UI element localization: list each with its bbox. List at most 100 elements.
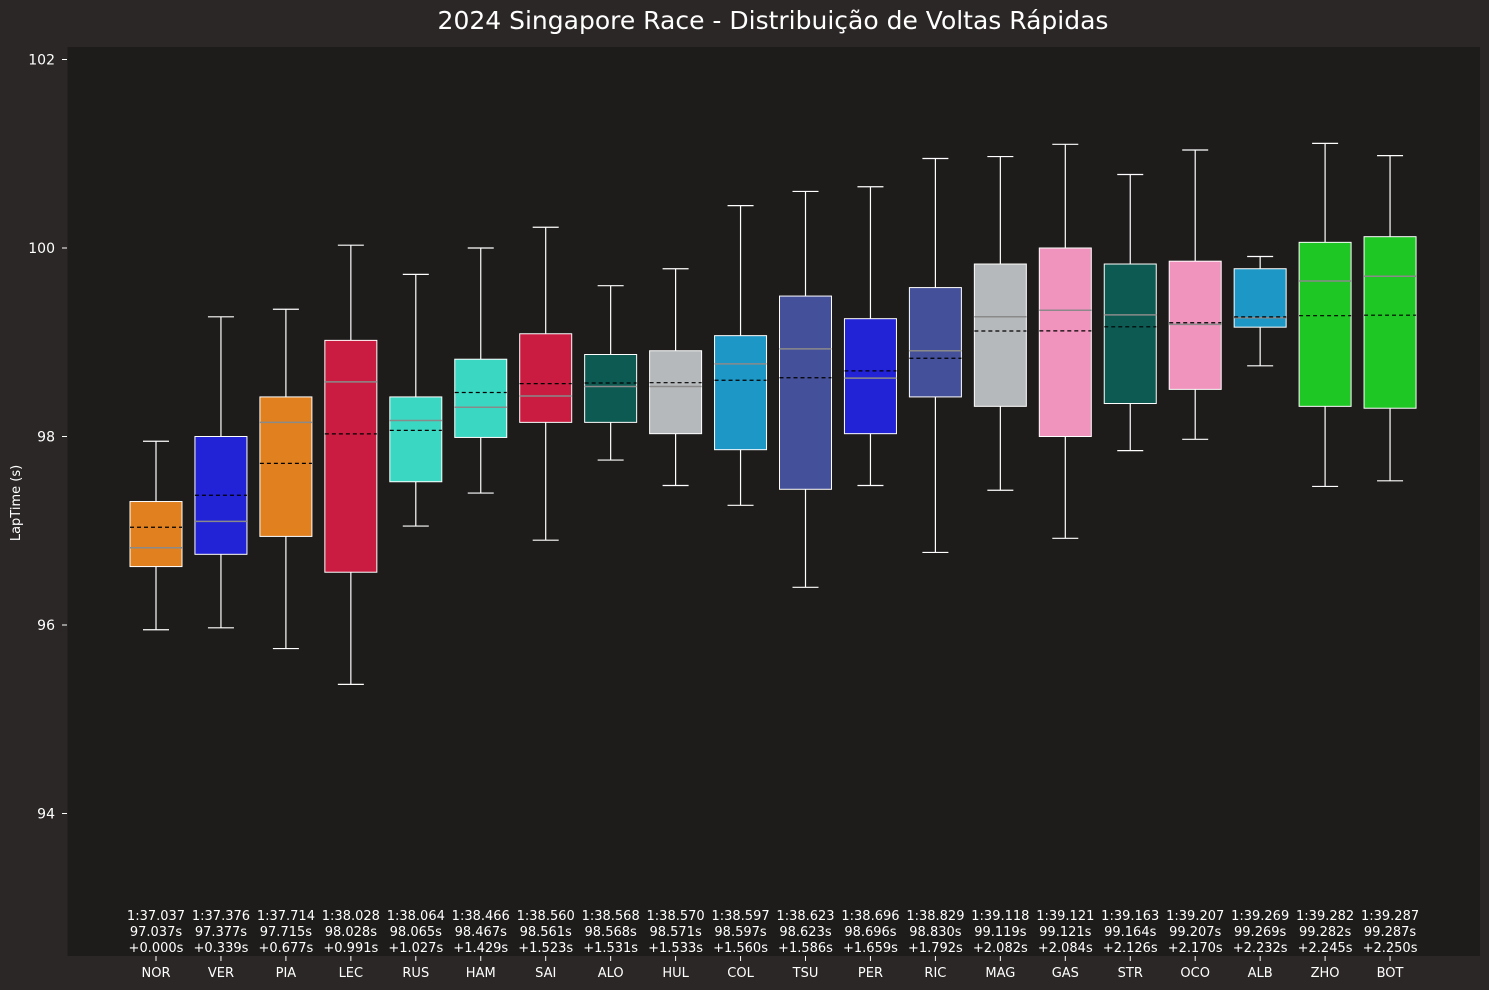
lap-time-label: 1:37.714	[257, 909, 315, 924]
seconds-label: 99.207s	[1169, 925, 1221, 940]
gap-label: +2.232s	[1233, 941, 1288, 956]
x-tick-label: NOR	[142, 966, 171, 981]
gap-label: +0.991s	[323, 941, 378, 956]
gap-label: +1.586s	[778, 941, 833, 956]
seconds-label: 99.269s	[1234, 925, 1286, 940]
gap-label: +2.082s	[973, 941, 1028, 956]
box-oco	[1168, 149, 1222, 440]
x-tick-label: STR	[1118, 966, 1143, 981]
iqr-box	[973, 263, 1027, 407]
box-tsu	[779, 190, 832, 588]
iqr-box	[129, 501, 183, 568]
box-pia	[259, 308, 313, 650]
box-alo	[584, 285, 638, 461]
box-gas	[1038, 143, 1092, 539]
iqr-box	[1103, 263, 1157, 405]
y-axis: 94 96 98 100 102	[28, 47, 68, 956]
seconds-label: 98.830s	[909, 925, 961, 940]
box-sai	[519, 226, 573, 541]
gap-label: +1.533s	[648, 941, 703, 956]
lap-time-label: 1:39.163	[1101, 909, 1159, 924]
seconds-label: 97.377s	[195, 925, 247, 940]
gap-label: +1.531s	[583, 941, 638, 956]
iqr-box	[584, 354, 638, 423]
lap-time-label: 1:37.037	[127, 909, 185, 924]
seconds-label: 98.696s	[844, 925, 896, 940]
lap-time-label: 1:38.570	[647, 909, 705, 924]
box-col	[714, 204, 768, 506]
gap-label: +2.084s	[1038, 941, 1093, 956]
box-mag	[973, 155, 1027, 491]
iqr-box	[1363, 236, 1417, 409]
seconds-label: 99.282s	[1299, 925, 1351, 940]
gap-label: +0.000s	[129, 941, 184, 956]
x-tick-label: HUL	[662, 966, 689, 981]
box-lec	[324, 244, 378, 685]
x-tick-label: RIC	[924, 966, 946, 981]
x-tick-label: COL	[727, 966, 754, 981]
lap-time-label: 1:38.696	[841, 909, 899, 924]
y-axis-title: LapTime (s)	[9, 465, 24, 541]
seconds-label: 99.119s	[974, 925, 1026, 940]
iqr-box	[649, 350, 703, 435]
seconds-label: 98.597s	[714, 925, 766, 940]
box-bot	[1363, 155, 1417, 482]
seconds-label: 98.028s	[325, 925, 377, 940]
seconds-label: 98.568s	[585, 925, 637, 940]
gap-label: +1.027s	[388, 941, 443, 956]
seconds-label: 98.623s	[779, 925, 831, 940]
gap-label: +0.339s	[194, 941, 249, 956]
box-str	[1103, 173, 1157, 452]
x-tick-label: ALB	[1248, 966, 1273, 981]
chart-title: 2024 Singapore Race - Distribuição de Vo…	[437, 6, 1109, 35]
x-tick-label: LEC	[339, 966, 364, 981]
box-ham	[454, 247, 508, 494]
y-tick-label: 102	[28, 53, 55, 69]
x-tick-label: RUS	[402, 966, 429, 981]
x-tick-label: ALO	[598, 966, 624, 981]
x-tick-label: PIA	[276, 966, 297, 981]
y-tick-label: 94	[37, 807, 55, 823]
iqr-box	[519, 333, 573, 423]
gap-label: +1.560s	[713, 941, 768, 956]
x-axis: NOR VER PIA LEC RUS HAM SAI ALO HUL COL TSU PER RIC M…	[142, 956, 1404, 981]
lap-time-label: 1:39.282	[1296, 909, 1354, 924]
box-zho	[1298, 142, 1352, 488]
lap-time-label: 1:39.287	[1361, 909, 1419, 924]
lap-time-label: 1:39.207	[1166, 909, 1224, 924]
seconds-label: 99.164s	[1104, 925, 1156, 940]
iqr-box	[259, 396, 313, 537]
lap-time-label: 1:38.623	[776, 909, 834, 924]
x-tick-label: OCO	[1180, 966, 1210, 981]
box-ric	[908, 157, 962, 554]
gap-label: +2.250s	[1363, 941, 1418, 956]
seconds-label: 99.121s	[1039, 925, 1091, 940]
lap-time-label: 1:39.118	[971, 909, 1029, 924]
y-tick-label: 98	[37, 430, 55, 446]
gap-label: +2.126s	[1103, 941, 1158, 956]
seconds-label: 98.561s	[520, 925, 572, 940]
x-tick-label: VER	[208, 966, 234, 981]
x-tick-label: ZHO	[1311, 966, 1340, 981]
iqr-box	[843, 318, 897, 435]
y-tick-label: 100	[28, 241, 55, 257]
lap-time-label: 1:38.568	[582, 909, 640, 924]
iqr-box	[1168, 260, 1222, 390]
box-per	[843, 186, 897, 487]
iqr-box	[1038, 247, 1092, 437]
gap-label: +2.245s	[1298, 941, 1353, 956]
annotations: 1:37.03797.037s+0.000s1:37.37697.377s+0.…	[127, 909, 1419, 956]
gap-label: +0.677s	[258, 941, 313, 956]
iqr-box	[454, 358, 508, 438]
gap-label: +1.429s	[453, 941, 508, 956]
gap-label: +1.659s	[843, 941, 898, 956]
x-tick-label: TSU	[792, 966, 819, 981]
lap-time-label: 1:38.466	[452, 909, 510, 924]
iqr-box	[324, 339, 378, 573]
x-tick-label: SAI	[535, 966, 556, 981]
x-tick-label: MAG	[985, 966, 1015, 981]
box-series	[129, 142, 1417, 685]
lap-time-label: 1:38.829	[906, 909, 964, 924]
lap-time-label: 1:38.028	[322, 909, 380, 924]
iqr-box	[908, 287, 962, 398]
